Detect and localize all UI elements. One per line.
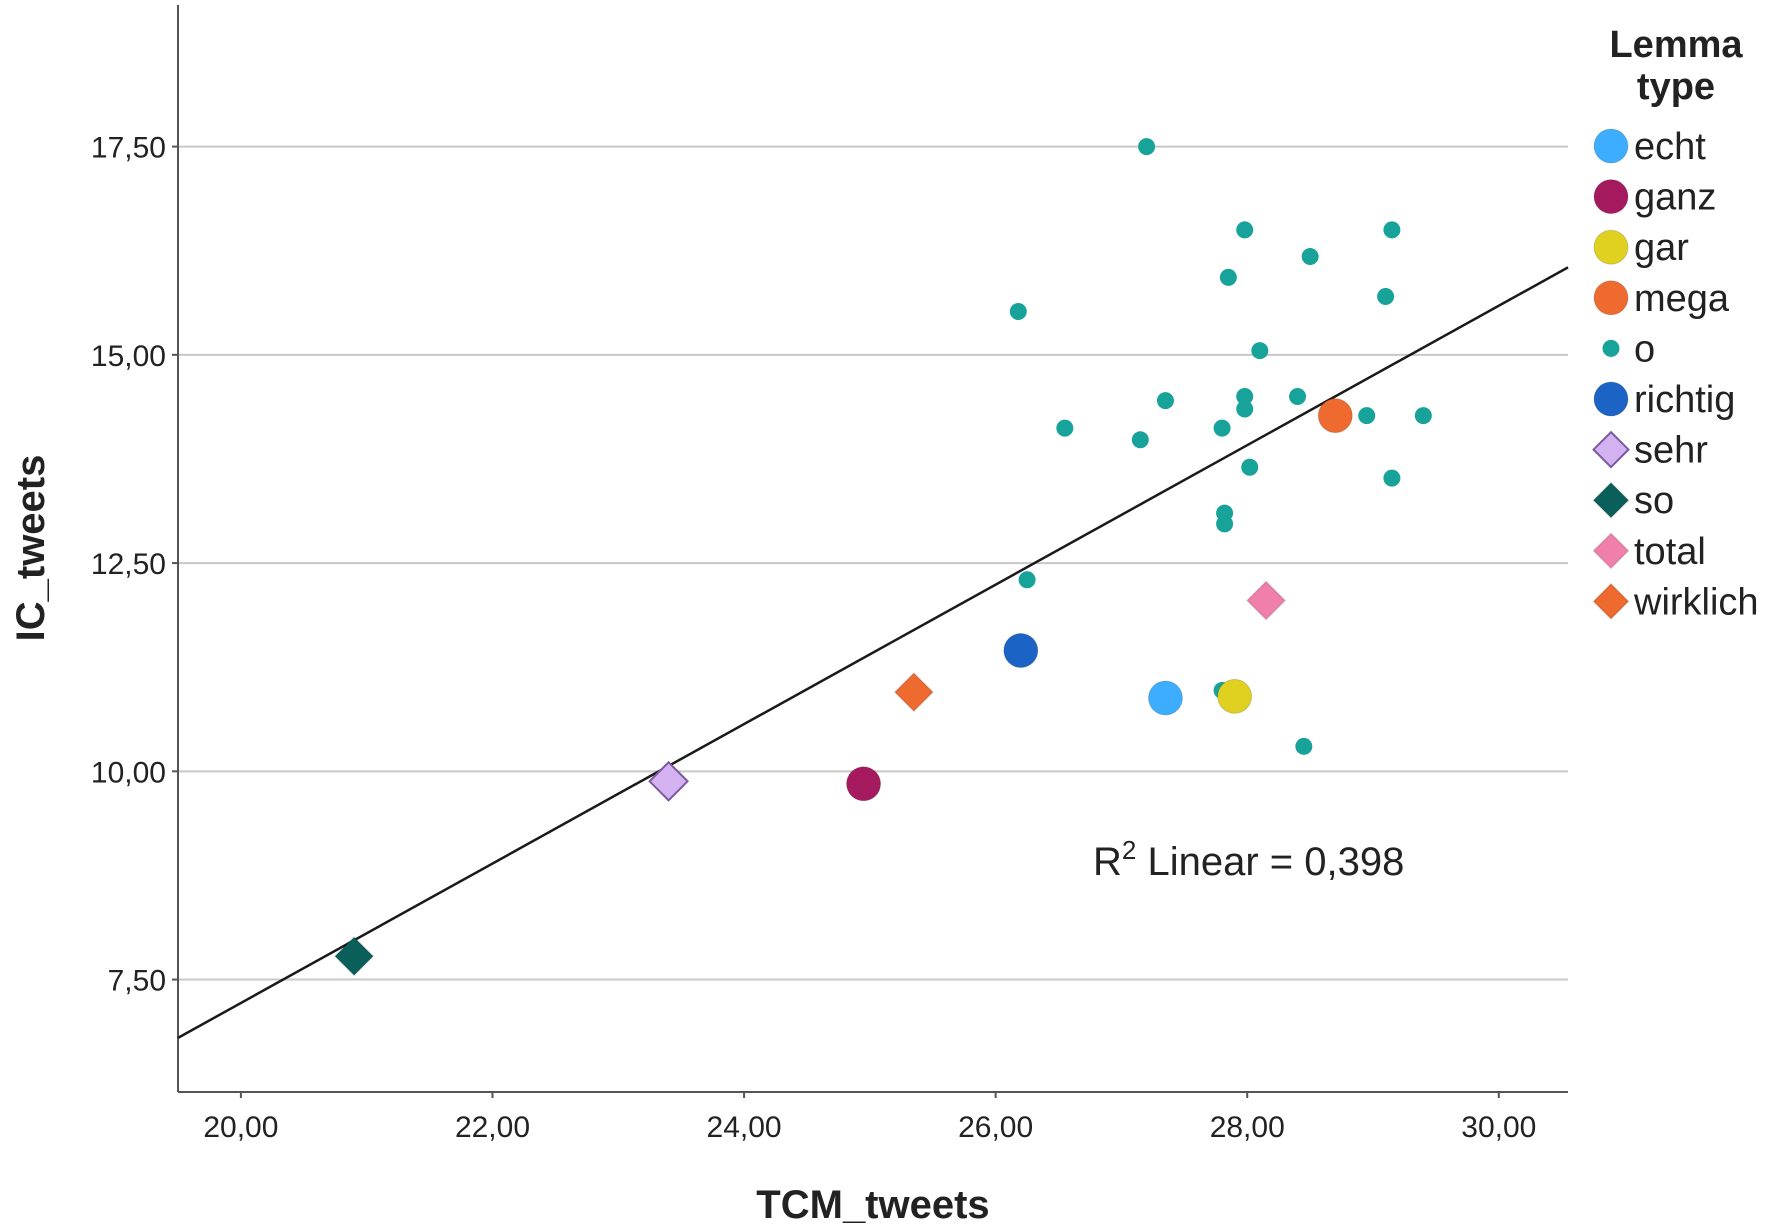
x-tick-label: 26,00 — [958, 1111, 1033, 1144]
r-squared-annotation: R2 Linear = 0,398 — [1093, 835, 1404, 884]
grid-lines — [178, 145, 1568, 981]
data-point-o — [1295, 737, 1313, 755]
legend-label-sehr: sehr — [1634, 430, 1708, 472]
data-point-o — [1377, 288, 1395, 306]
legend-label-total: total — [1634, 531, 1706, 573]
legend-label-richtig: richtig — [1634, 379, 1735, 421]
x-tick-label: 20,00 — [203, 1111, 278, 1144]
legend-item-total: total — [1592, 531, 1706, 573]
x-ticks: 20,00 22,00 24,00 26,00 28,00 30,00 — [203, 1092, 1536, 1144]
legend-marker-ganz — [1593, 179, 1629, 215]
y-tick-label: 7,50 — [108, 965, 166, 998]
data-point-o — [1219, 268, 1237, 286]
r-squared-superscript: 2 — [1122, 835, 1136, 865]
x-axis-title: TCM_tweets — [756, 1183, 989, 1227]
linear-fit-line — [177, 266, 1569, 1039]
x-tick-label: 28,00 — [1210, 1111, 1285, 1144]
x-tick-label: 30,00 — [1461, 1111, 1536, 1144]
legend-marker-total — [1592, 531, 1630, 570]
legend-label-echt: echt — [1634, 126, 1706, 168]
data-point-total — [1245, 580, 1287, 621]
data-point-o — [1358, 407, 1376, 425]
data-point-o — [1213, 419, 1231, 437]
legend-marker-echt — [1593, 128, 1629, 164]
legend: echt ganz gar mega o richtig sehr so total wirkli… — [1592, 126, 1759, 623]
legend-item-so: so — [1592, 480, 1674, 522]
legend-item-gar: gar — [1593, 227, 1689, 269]
legend-marker-o — [1602, 339, 1620, 357]
data-point-o — [1289, 387, 1307, 405]
data-point-ganz — [846, 766, 882, 802]
y-tick-label: 12,50 — [91, 548, 166, 581]
legend-label-o: o — [1634, 328, 1655, 370]
legend-item-o: o — [1602, 328, 1655, 370]
data-point-o — [1009, 303, 1027, 321]
legend-marker-sehr — [1592, 430, 1630, 469]
data-point-o — [1383, 221, 1401, 239]
legend-marker-so — [1592, 481, 1630, 520]
legend-title-line: Lemma — [1609, 24, 1743, 66]
legend-item-mega: mega — [1593, 278, 1730, 320]
r-squared-text: Linear = 0,398 — [1136, 840, 1404, 884]
data-point-o — [1383, 469, 1401, 487]
data-point-o — [1236, 400, 1254, 418]
data-point-o — [1216, 515, 1234, 533]
legend-label-wirklich: wirklich — [1633, 581, 1759, 623]
legend-title-line: type — [1637, 66, 1715, 108]
axes — [177, 5, 1568, 1093]
legend-label-ganz: ganz — [1634, 177, 1716, 219]
data-point-o — [1018, 571, 1036, 589]
data-point-so — [333, 935, 375, 977]
data-point-o — [1251, 342, 1269, 360]
data-point-gar — [1217, 678, 1253, 714]
data-point-o — [1131, 431, 1149, 449]
data-point-o — [1414, 407, 1432, 425]
legend-marker-wirklich — [1592, 582, 1630, 621]
data-point-o — [1301, 248, 1319, 266]
legend-label-mega: mega — [1634, 278, 1730, 320]
legend-item-echt: echt — [1593, 126, 1706, 168]
legend-marker-gar — [1593, 229, 1629, 265]
r-squared-prefix: R — [1093, 840, 1122, 884]
legend-item-ganz: ganz — [1593, 177, 1716, 219]
legend-title: Lemma type — [1609, 24, 1743, 108]
data-point-wirklich — [893, 671, 935, 713]
legend-marker-mega — [1593, 280, 1629, 316]
data-point-o — [1156, 392, 1174, 410]
legend-label-so: so — [1634, 480, 1674, 522]
legend-label-gar: gar — [1634, 227, 1689, 269]
legend-item-wirklich: wirklich — [1592, 581, 1759, 623]
data-point-o — [1236, 387, 1254, 405]
y-tick-label: 15,00 — [91, 340, 166, 373]
y-tick-label: 17,50 — [91, 132, 166, 165]
data-point-o — [1056, 419, 1074, 437]
legend-marker-richtig — [1593, 381, 1629, 417]
x-tick-label: 22,00 — [455, 1111, 530, 1144]
x-tick-label: 24,00 — [707, 1111, 782, 1144]
data-point-o — [1138, 138, 1156, 156]
legend-item-sehr: sehr — [1592, 430, 1708, 472]
legend-item-richtig: richtig — [1593, 379, 1735, 421]
data-point-o — [1236, 221, 1254, 239]
data-point-sehr — [648, 760, 690, 802]
data-points — [333, 138, 1432, 977]
data-point-o — [1241, 458, 1259, 476]
fit-line-group — [177, 266, 1569, 1039]
y-axis-title: IC_tweets — [9, 455, 53, 642]
y-tick-label: 10,00 — [91, 756, 166, 789]
data-point-richtig — [1003, 633, 1039, 669]
y-ticks: 7,50 10,00 12,50 15,00 17,50 — [91, 132, 178, 998]
data-point-echt — [1147, 680, 1183, 716]
data-point-mega — [1317, 398, 1353, 434]
